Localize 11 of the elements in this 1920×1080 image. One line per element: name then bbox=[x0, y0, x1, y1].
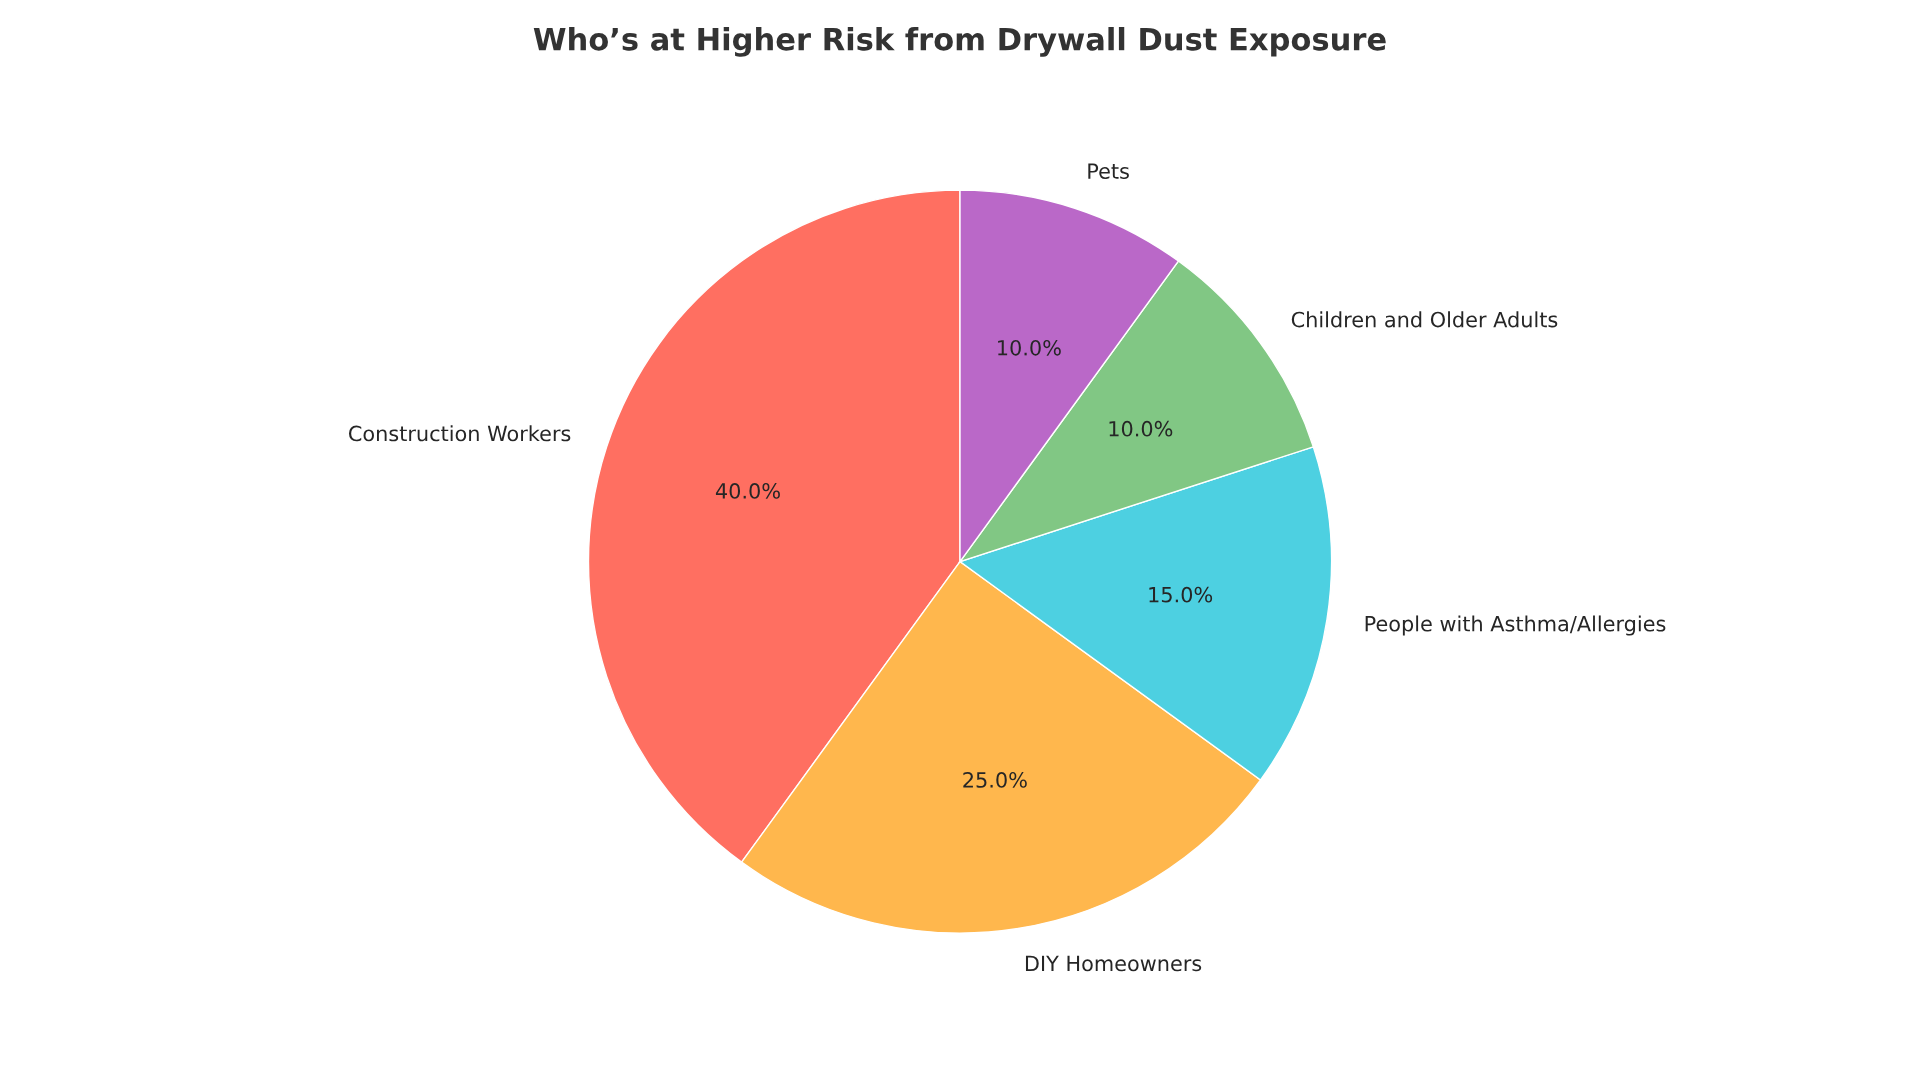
slice-label: People with Asthma/Allergies bbox=[1365, 615, 1666, 636]
data-label: 10.0% bbox=[1109, 420, 1173, 437]
data-label: 40.0% bbox=[715, 483, 780, 499]
data-label: 15.0% bbox=[1149, 586, 1213, 603]
slice-label: Pets bbox=[1088, 163, 1129, 179]
data-label: 10.0% bbox=[998, 339, 1061, 356]
chart-title: Who’s at Higher Risk from Drywall Dust Exposure bbox=[533, 27, 1386, 57]
data-label: 25.0% bbox=[963, 772, 1027, 788]
slice-label: Children and Older Adults bbox=[1291, 311, 1558, 328]
slice-label: Construction Workers bbox=[349, 425, 571, 442]
slice-label: DIY Homeowners bbox=[1025, 955, 1202, 972]
